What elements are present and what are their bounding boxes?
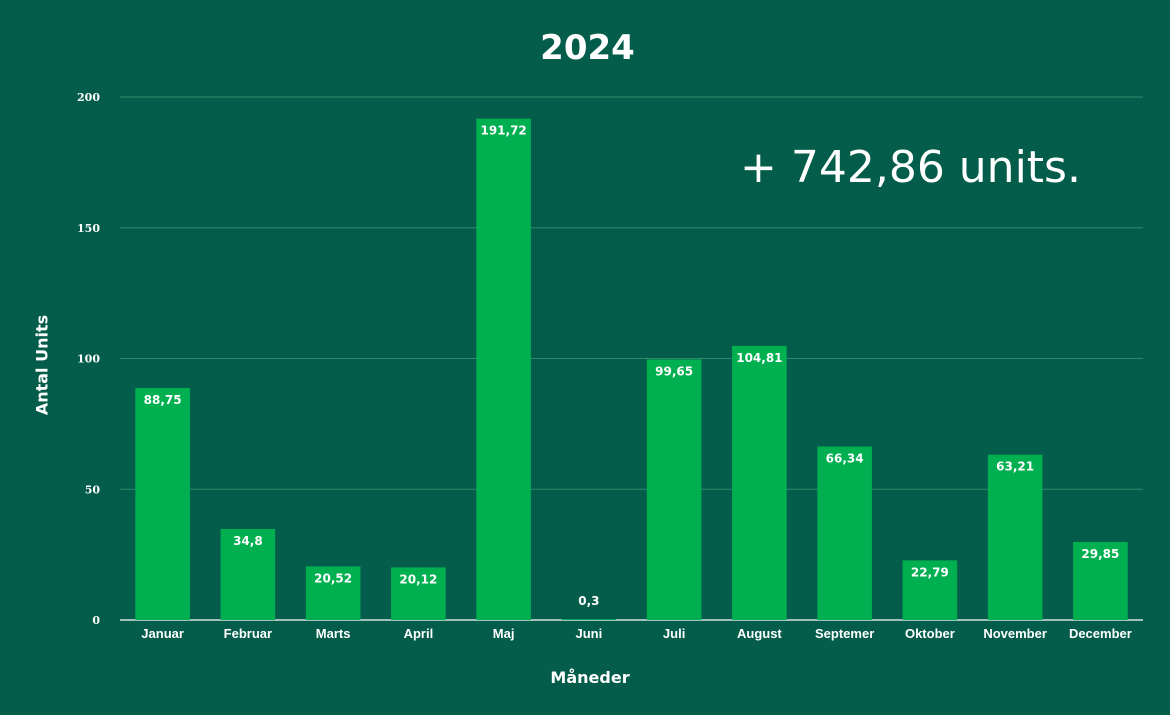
bar-juni bbox=[561, 619, 617, 620]
x-tick-label: Juni bbox=[576, 626, 603, 641]
x-tick-label: Juli bbox=[663, 626, 685, 641]
y-tick-label: 150 bbox=[77, 222, 100, 235]
data-label: 34,8 bbox=[233, 534, 263, 548]
y-tick-label: 200 bbox=[77, 91, 100, 104]
x-axis-label: Måneder bbox=[550, 668, 630, 687]
bar-septemer bbox=[817, 446, 872, 620]
data-label: 99,65 bbox=[655, 364, 693, 378]
x-tick-label: Septemer bbox=[815, 626, 874, 641]
x-tick-label: Januar bbox=[141, 626, 184, 641]
y-tick-label: 50 bbox=[85, 483, 101, 496]
bar-januar bbox=[135, 387, 190, 620]
x-tick-label: Maj bbox=[493, 626, 515, 641]
bar-april bbox=[391, 567, 446, 620]
data-label: 191,72 bbox=[480, 124, 526, 138]
data-label: 29,85 bbox=[1081, 547, 1119, 561]
chart-title: 2024 bbox=[540, 28, 635, 68]
x-tick-label: December bbox=[1069, 626, 1132, 641]
x-tick-label: August bbox=[737, 626, 782, 641]
bar-november bbox=[987, 454, 1043, 620]
x-tick-label: Oktober bbox=[905, 626, 955, 641]
data-label: 0,3 bbox=[578, 594, 599, 608]
y-tick-label: 0 bbox=[92, 614, 100, 627]
data-label: 104,81 bbox=[736, 351, 782, 365]
data-label: 66,34 bbox=[826, 452, 864, 466]
bar-december bbox=[1073, 541, 1128, 620]
x-tick-label: November bbox=[983, 626, 1047, 641]
bar-juli bbox=[646, 359, 702, 620]
total-annotation: + 742,86 units. bbox=[740, 142, 1081, 193]
x-tick-label: Marts bbox=[316, 626, 351, 641]
bar-august bbox=[732, 345, 787, 620]
bar-februar bbox=[220, 528, 276, 620]
bar-oktober bbox=[902, 560, 958, 620]
y-tick-label: 100 bbox=[77, 353, 100, 366]
x-tick-label: April bbox=[404, 626, 434, 641]
data-label: 63,21 bbox=[996, 460, 1034, 474]
data-label: 20,52 bbox=[314, 571, 352, 585]
x-tick-label: Februar bbox=[224, 626, 272, 641]
bar-marts bbox=[305, 566, 361, 620]
data-label: 20,12 bbox=[399, 572, 437, 586]
data-label: 88,75 bbox=[144, 393, 182, 407]
bar-maj bbox=[476, 118, 531, 621]
data-label: 22,79 bbox=[911, 565, 949, 579]
